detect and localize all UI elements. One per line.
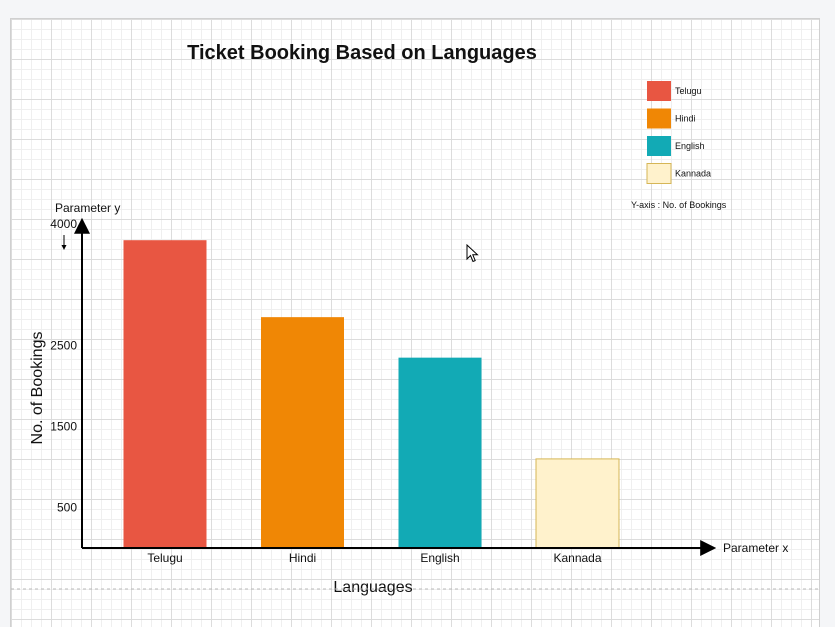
mouse-cursor-icon bbox=[466, 244, 479, 263]
bar-kannada[interactable] bbox=[535, 458, 620, 549]
bar-chart: Ticket Booking Based on Languages Telugu… bbox=[11, 42, 819, 596]
legend-note: Y-axis : No. of Bookings bbox=[631, 200, 727, 210]
y-tick-label: 2500 bbox=[50, 339, 77, 353]
legend-label-hindi: Hindi bbox=[675, 114, 696, 124]
x-tick-label: Kannada bbox=[553, 551, 601, 565]
legend: Telugu Hindi English Kannada bbox=[646, 81, 711, 184]
legend-swatch-hindi bbox=[647, 108, 671, 129]
legend-swatch-kannada bbox=[646, 163, 672, 184]
diagram-canvas[interactable]: Ticket Booking Based on Languages Telugu… bbox=[10, 18, 820, 627]
legend-swatch-english bbox=[647, 136, 671, 156]
y-tick-label: 4000 bbox=[50, 217, 77, 231]
x-tick-label: Telugu bbox=[147, 551, 182, 565]
legend-label-english: English bbox=[675, 141, 705, 151]
x-axis-title: Languages bbox=[333, 579, 412, 596]
bar-telugu[interactable] bbox=[123, 240, 207, 548]
y-parameter-label: Parameter y bbox=[55, 201, 120, 215]
y-tick-label: 500 bbox=[57, 501, 77, 515]
bar-english[interactable] bbox=[398, 357, 482, 548]
x-parameter-label: Parameter x bbox=[723, 541, 788, 555]
legend-label-kannada: Kannada bbox=[675, 169, 711, 179]
bar-hindi[interactable] bbox=[261, 317, 344, 548]
chart-title: Ticket Booking Based on Languages bbox=[187, 42, 537, 64]
y-axis-title: No. of Bookings bbox=[29, 332, 46, 445]
y-tick-label: 1500 bbox=[50, 420, 77, 434]
x-tick-label: English bbox=[420, 551, 459, 565]
legend-label-telugu: Telugu bbox=[675, 86, 702, 96]
legend-swatch-telugu bbox=[647, 81, 671, 101]
x-tick-label: Hindi bbox=[289, 551, 316, 565]
